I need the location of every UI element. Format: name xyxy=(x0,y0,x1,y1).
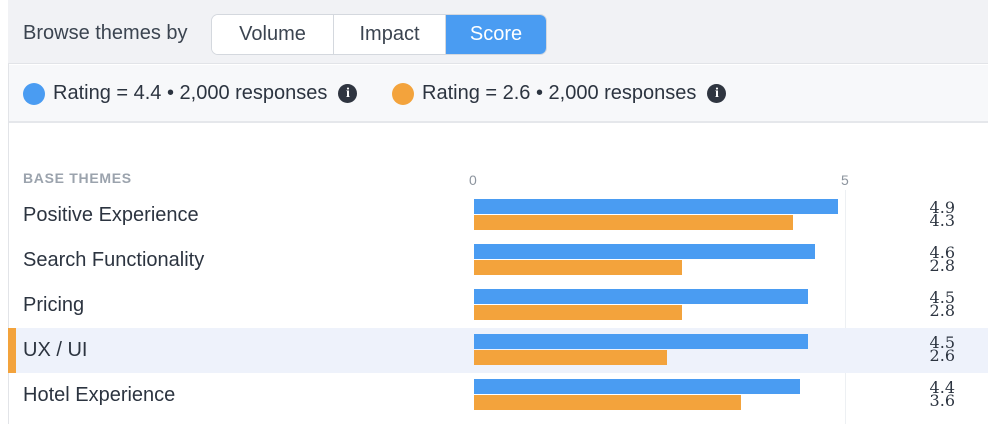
bar-orange-ux-ui xyxy=(474,350,667,365)
value-label-blue: 4.5 xyxy=(929,333,955,352)
theme-row-ux-ui[interactable]: UX / UI 4.5 2.6 xyxy=(8,328,988,373)
axis-tick-max: 5 xyxy=(841,172,849,188)
legend-item-series-2: Rating = 2.6 • 2,000 responses i xyxy=(392,82,727,105)
value-label-orange: 2.6 xyxy=(929,346,955,365)
bar-blue-search-functionality xyxy=(474,244,815,259)
legend-item-series-1: Rating = 4.4 • 2,000 responses i xyxy=(23,82,358,105)
theme-label: Pricing xyxy=(23,294,85,316)
value-label-blue: 4.9 xyxy=(929,198,955,217)
panel-left-border xyxy=(8,64,9,424)
value-label-orange: 4.3 xyxy=(929,211,955,230)
theme-row-positive-experience[interactable]: Positive Experience 4.9 4.3 xyxy=(8,193,988,238)
legend-label-series-2: Rating = 2.6 • 2,000 responses xyxy=(422,82,697,104)
value-label-orange: 2.8 xyxy=(929,301,955,320)
theme-label: Positive Experience xyxy=(23,204,199,226)
bar-blue-pricing xyxy=(474,289,808,304)
legend-dot-blue xyxy=(23,82,45,105)
browse-segmented-control: Volume Impact Score xyxy=(211,14,547,55)
theme-row-pricing[interactable]: Pricing 4.5 2.8 xyxy=(8,283,988,328)
bar-blue-ux-ui xyxy=(474,334,808,349)
legend-label-series-1: Rating = 4.4 • 2,000 responses xyxy=(53,82,328,104)
theme-label: UX / UI xyxy=(23,339,88,361)
bar-orange-hotel-experience xyxy=(474,395,741,410)
theme-label: Hotel Experience xyxy=(23,384,176,406)
selected-row-marker xyxy=(8,328,16,373)
legend-bar: Rating = 4.4 • 2,000 responses i Rating … xyxy=(8,65,988,123)
axis-tick-min: 0 xyxy=(469,172,477,188)
impact-button[interactable]: Impact xyxy=(333,15,445,54)
value-label-orange: 3.6 xyxy=(929,391,955,410)
info-icon[interactable]: i xyxy=(707,84,727,103)
browse-label: Browse themes by xyxy=(23,22,188,44)
browse-toolbar: Browse themes by Volume Impact Score xyxy=(8,0,988,64)
value-label-blue: 4.5 xyxy=(929,288,955,307)
base-themes-header: BASE THEMES xyxy=(23,170,132,186)
value-label-orange: 2.8 xyxy=(929,256,955,275)
bar-blue-hotel-experience xyxy=(474,379,800,394)
legend-dot-orange xyxy=(392,82,414,105)
value-label-blue: 4.6 xyxy=(929,243,955,262)
volume-button[interactable]: Volume xyxy=(212,15,333,54)
info-icon[interactable]: i xyxy=(338,84,358,103)
value-label-blue: 4.4 xyxy=(929,378,955,397)
theme-row-search-functionality[interactable]: Search Functionality 4.6 2.8 xyxy=(8,238,988,283)
bar-orange-search-functionality xyxy=(474,260,682,275)
theme-label: Search Functionality xyxy=(23,249,205,271)
bar-blue-positive-experience xyxy=(474,199,838,214)
axis-gridline-max xyxy=(845,190,846,424)
score-button[interactable]: Score xyxy=(445,15,546,54)
bar-orange-positive-experience xyxy=(474,215,793,230)
theme-row-hotel-experience[interactable]: Hotel Experience 4.4 3.6 xyxy=(8,373,988,418)
bar-orange-pricing xyxy=(474,305,682,320)
